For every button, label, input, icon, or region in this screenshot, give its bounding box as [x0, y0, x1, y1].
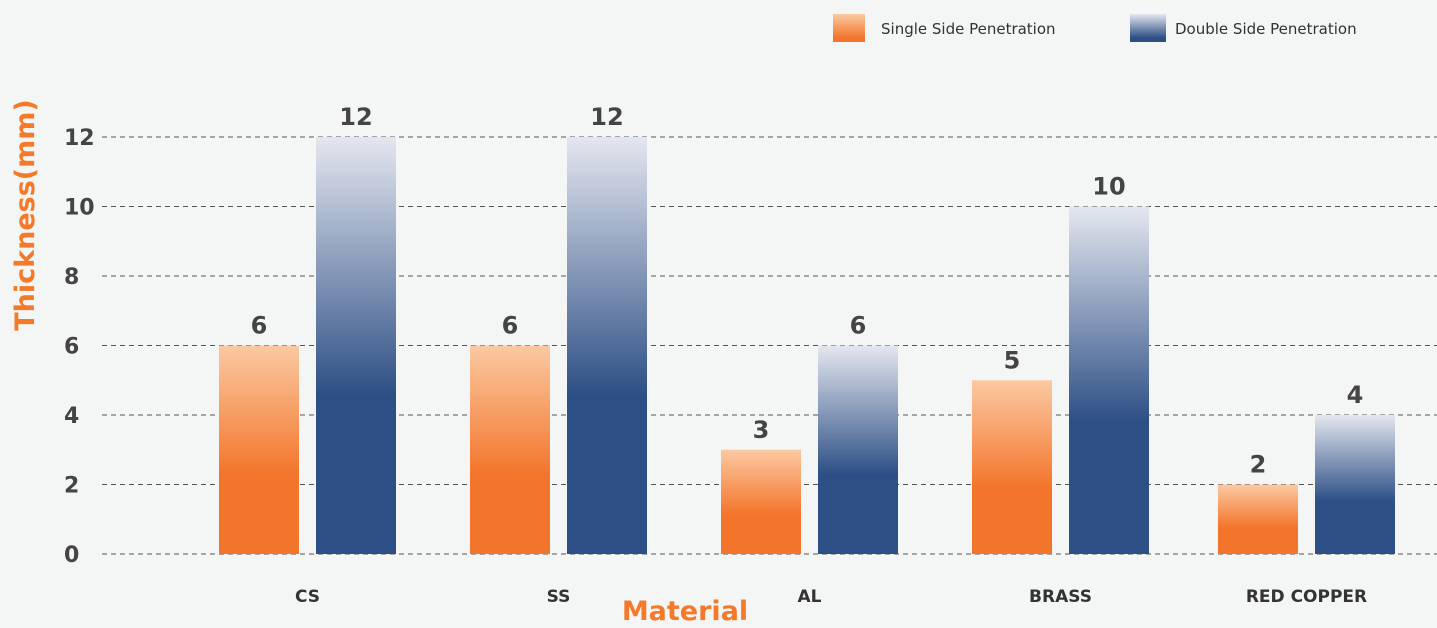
- legend-label-double: Double Side Penetration: [1175, 20, 1357, 38]
- bar-single-side: [470, 345, 550, 554]
- y-tick-label: 8: [64, 265, 79, 290]
- value-label-double: 10: [1092, 173, 1125, 201]
- bar-single-side: [1218, 484, 1298, 554]
- x-category-label: CS: [295, 587, 320, 607]
- y-tick-label: 12: [64, 126, 95, 151]
- legend-swatch-single: [833, 14, 865, 42]
- value-label-single: 3: [753, 416, 770, 444]
- legend-label-single: Single Side Penetration: [881, 20, 1056, 38]
- y-tick-label: 10: [64, 196, 95, 221]
- legend: Single Side Penetration Double Side Pene…: [833, 14, 1357, 42]
- bar-double-side: [1069, 206, 1149, 554]
- value-label-double: 4: [1347, 381, 1364, 409]
- x-category-label: SS: [547, 587, 571, 607]
- bar-double-side: [567, 137, 647, 554]
- x-category-label: RED COPPER: [1246, 587, 1367, 607]
- bars: [219, 137, 1395, 554]
- bar-double-side: [1315, 415, 1395, 554]
- bar-double-side: [818, 345, 898, 554]
- x-axis-title: Material: [622, 596, 748, 627]
- value-label-double: 12: [339, 103, 372, 131]
- value-label-single: 2: [1250, 451, 1267, 479]
- bar-single-side: [972, 380, 1052, 554]
- x-category-label: BRASS: [1029, 587, 1092, 607]
- value-label-double: 6: [850, 312, 867, 340]
- value-label-single: 6: [502, 312, 519, 340]
- y-axis-ticks: 0 2 4 6 8 10 12: [64, 126, 95, 568]
- value-label-double: 12: [590, 103, 623, 131]
- value-label-single: 6: [251, 312, 268, 340]
- value-label-single: 5: [1004, 346, 1021, 374]
- bar-single-side: [721, 449, 801, 554]
- value-labels: 6 12 6 12 3 6 5 10 2 4: [251, 103, 1364, 479]
- bar-double-side: [316, 137, 396, 554]
- y-tick-label: 2: [64, 474, 79, 499]
- y-tick-label: 6: [64, 335, 79, 360]
- x-axis-categories: CS SS AL BRASS RED COPPER: [295, 587, 1367, 607]
- x-category-label: AL: [798, 587, 822, 607]
- y-axis-title: Thickness(mm): [10, 99, 41, 330]
- y-tick-label: 4: [64, 404, 79, 429]
- legend-swatch-double: [1130, 14, 1166, 42]
- bar-single-side: [219, 345, 299, 554]
- y-tick-label: 0: [64, 543, 79, 568]
